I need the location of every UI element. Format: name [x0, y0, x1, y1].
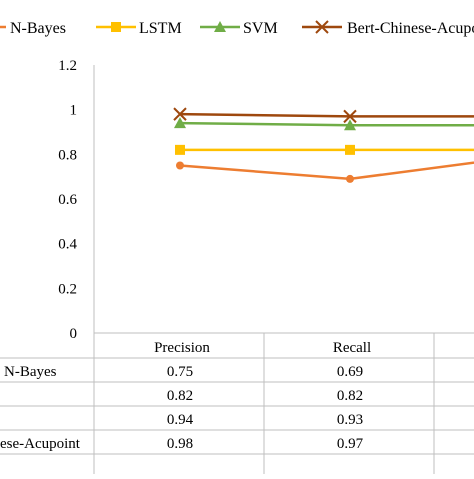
- legend-item-n-bayes: N-Bayes: [0, 20, 66, 37]
- legend-item-lstm: LSTM: [96, 20, 182, 37]
- table-row-label: ese-Acupoint: [0, 436, 81, 452]
- table-row-label: N-Bayes: [4, 364, 57, 380]
- data-point-svm: [174, 117, 186, 129]
- table-cell-value: 0.93: [337, 412, 363, 428]
- table-cell-value: 0.82: [167, 388, 193, 404]
- data-point-n-bayes: [176, 161, 184, 170]
- series-line-n-bayes: [179, 161, 474, 181]
- legend-swatch-lstm-marker: [111, 22, 121, 32]
- legend-label-lstm: LSTM: [139, 20, 182, 37]
- y-tick-label: 0.8: [58, 147, 77, 163]
- legend-item-bert-chinese-acupoint: Bert-Chinese-Acupoint: [302, 20, 474, 37]
- y-tick-label: 1: [70, 103, 78, 119]
- y-tick-label: 1.2: [58, 58, 77, 74]
- legend-label-svm: SVM: [243, 20, 278, 37]
- legend-item-svm: SVM: [200, 20, 278, 37]
- legend-label-bert-chinese-acupoint: Bert-Chinese-Acupoint: [347, 20, 474, 37]
- y-tick-label: 0.4: [58, 237, 77, 253]
- table-cell-value: 0.82: [337, 388, 363, 404]
- y-tick-label: 0: [70, 326, 78, 342]
- table-cell-value: 0.94: [167, 412, 194, 428]
- table-cell-value: 0.69: [337, 364, 363, 380]
- data-point-lstm: [345, 144, 355, 155]
- data-point-bert-chinese-acupoint: [173, 107, 187, 121]
- data-point-n-bayes: [346, 174, 354, 183]
- table-cell-value: 0.98: [167, 436, 193, 452]
- table-header-precision: Precision: [154, 340, 210, 356]
- legend-swatch-bert-marker: [315, 20, 329, 34]
- legend: N-Bayes LSTM SVM Bert-Chinese-Acupoint: [0, 20, 474, 37]
- legend-label-n-bayes: N-Bayes: [10, 20, 66, 37]
- table-cell-value: 0.97: [337, 436, 364, 452]
- data-table: Precision Recall N-Bayes 0.75 0.69 0.82 0.82 0.…: [0, 332, 474, 474]
- table-cell-value: 0.75: [167, 364, 193, 380]
- data-point-svm: [344, 119, 356, 131]
- axes: 0 0.2 0.4 0.6 0.8 1 1.2: [58, 58, 95, 342]
- table-header-recall: Recall: [333, 340, 371, 356]
- series-line-bert-chinese-acupoint: [179, 112, 474, 118]
- data-point-bert-chinese-acupoint: [343, 109, 357, 124]
- legend-swatch-svm-marker: [214, 21, 226, 32]
- y-tick-label: 0.6: [58, 192, 77, 208]
- data-point-lstm: [175, 144, 185, 155]
- y-tick-label: 0.2: [58, 281, 77, 297]
- series-line-svm: [179, 121, 474, 127]
- series-layer: [173, 107, 474, 183]
